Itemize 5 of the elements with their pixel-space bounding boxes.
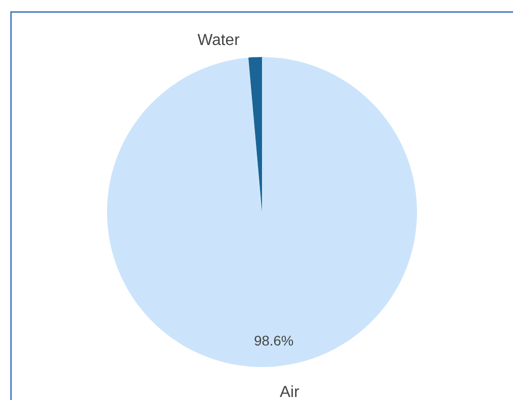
slice-label: Water — [197, 32, 240, 50]
pie-slice — [107, 57, 417, 367]
slice-label: Air — [280, 384, 300, 400]
pie-slice — [248, 57, 262, 212]
data-label: 98.6% — [254, 332, 294, 349]
